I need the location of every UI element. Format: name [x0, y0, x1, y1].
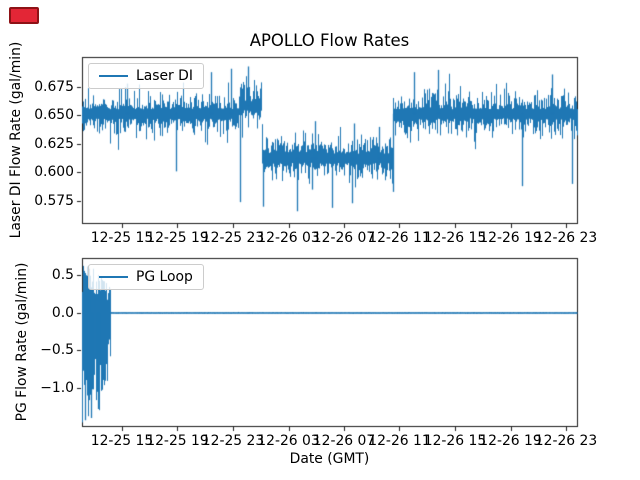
x-tick-label: 12-26 15: [423, 433, 487, 449]
y-tick-label: 0.650: [34, 107, 74, 124]
x-tick-label: 12-26 07: [312, 433, 376, 449]
top-legend: Laser DI: [88, 63, 204, 89]
red-marker: [9, 7, 39, 24]
top-y-axis-label: Laser DI Flow Rate (gal/min): [8, 41, 24, 239]
x-tick-label: 12-25 23: [201, 230, 265, 246]
x-tick-label: 12-25 15: [90, 230, 154, 246]
y-tick-label: 0.0: [51, 304, 74, 321]
x-tick-label: 12-25 19: [146, 230, 209, 246]
bottom-legend: PG Loop: [88, 264, 204, 290]
y-tick-label: 0.575: [34, 192, 74, 209]
bottom-legend-label: PG Loop: [136, 269, 193, 285]
x-tick-label: 12-26 23: [534, 433, 598, 449]
y-tick-label: −0.5: [40, 342, 74, 359]
legend-line-sample-icon: [99, 75, 128, 77]
x-tick-label: 12-26 19: [479, 433, 542, 449]
x-axis-label: Date (GMT): [289, 451, 370, 467]
y-tick-label: 0.5: [51, 267, 74, 284]
x-tick-label: 12-26 23: [534, 230, 598, 246]
x-tick-label: 12-26 11: [368, 433, 431, 449]
x-tick-label: 12-25 15: [90, 433, 154, 449]
y-tick-label: 0.675: [34, 78, 74, 95]
x-tick-label: 12-25 23: [201, 433, 265, 449]
y-tick-label: 0.625: [34, 135, 74, 152]
x-tick-label: 12-26 19: [479, 230, 542, 246]
x-tick-label: 12-26 03: [257, 433, 320, 449]
y-tick-label: 0.600: [34, 164, 74, 181]
x-tick-label: 12-25 19: [146, 433, 209, 449]
x-tick-label: 12-26 15: [423, 230, 487, 246]
x-tick-label: 12-26 07: [312, 230, 376, 246]
y-tick-label: −1.0: [40, 379, 74, 396]
x-tick-label: 12-26 11: [368, 230, 431, 246]
x-tick-label: 12-26 03: [257, 230, 320, 246]
chart-title: APOLLO Flow Rates: [249, 31, 410, 50]
legend-line-sample-icon: [99, 276, 128, 278]
top-legend-label: Laser DI: [136, 68, 193, 84]
bottom-y-axis-label: PG Flow Rate (gal/min): [14, 262, 30, 422]
